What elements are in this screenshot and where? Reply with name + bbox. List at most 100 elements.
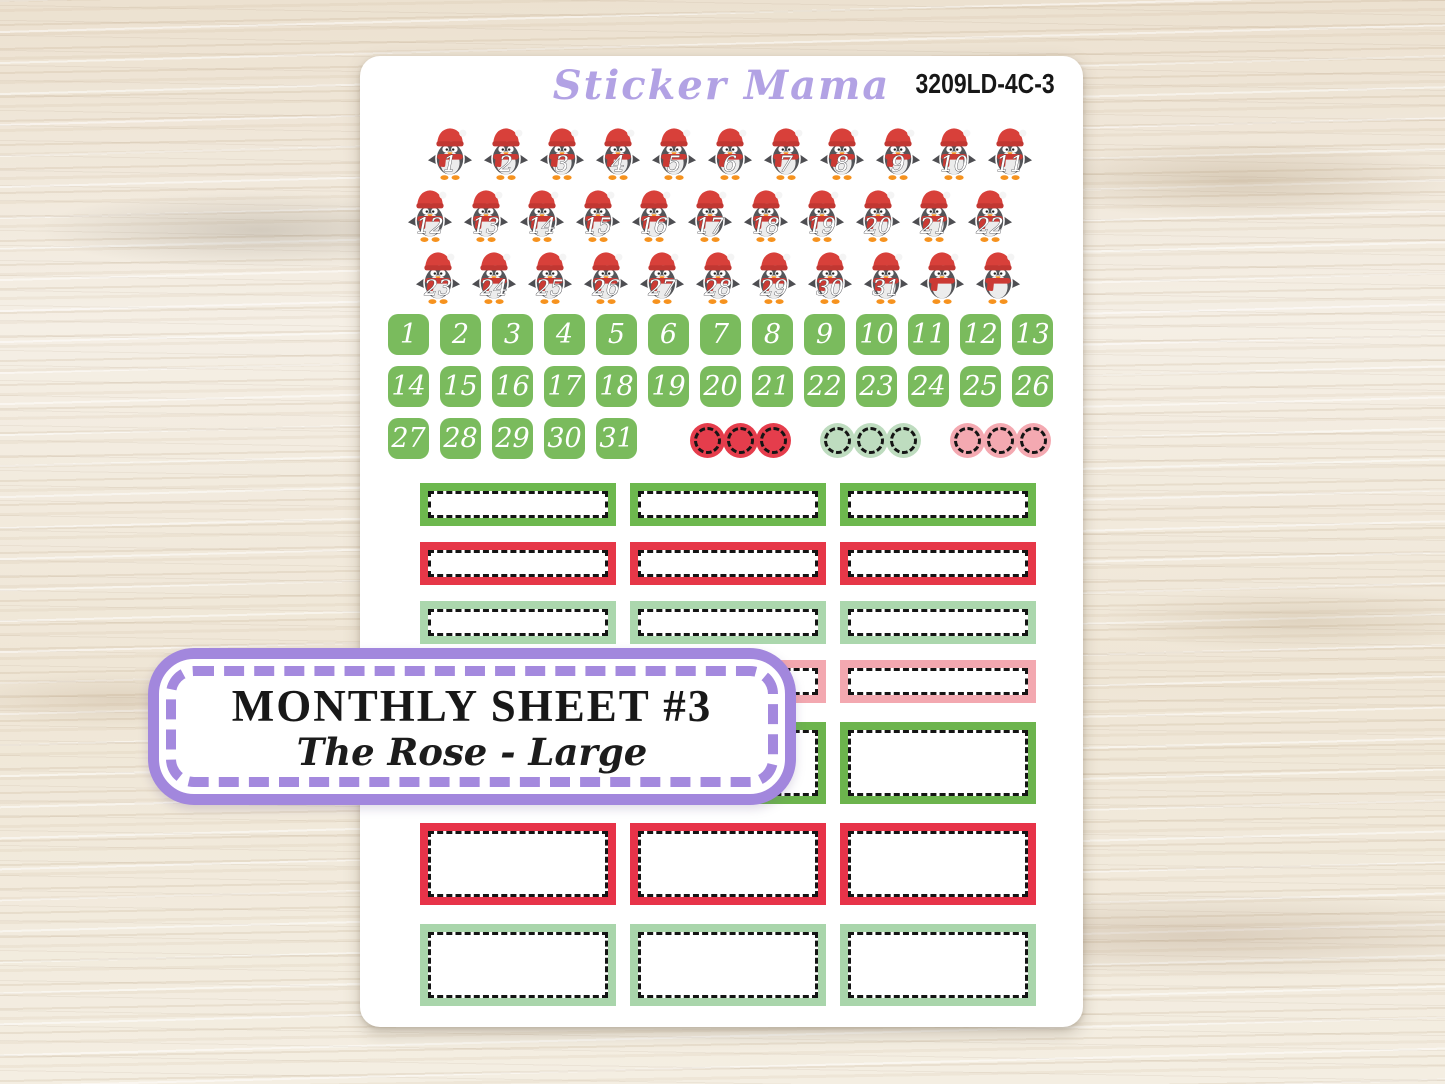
penguin-date-sticker-28: 28: [693, 248, 742, 308]
penguin-santa-hat-icon: 8: [817, 128, 866, 180]
dashed-box-outline: [848, 932, 1028, 998]
penguin-santa-hat-icon: 11: [985, 128, 1034, 180]
penguin-santa-hat-icon: 17: [685, 190, 734, 242]
penguin-date-sticker-30: 30: [805, 248, 854, 308]
dashed-circle-outline: [760, 427, 787, 454]
penguin-date-stickers: 1 2 3: [360, 124, 1083, 310]
date-square-25: 25: [960, 366, 1001, 407]
penguin-santa-hat-icon: 27: [637, 252, 686, 304]
quarter-box-row-green: [420, 483, 1036, 526]
quarter-box-sticker-mint: [420, 601, 616, 644]
svg-text:16: 16: [640, 214, 668, 239]
penguin-date-sticker-24: 24: [469, 248, 518, 308]
dashed-box-outline: [638, 491, 818, 518]
penguin-row-3: 23 24 25: [356, 248, 1079, 308]
date-square-5: 5: [596, 314, 637, 355]
dashed-box-outline: [848, 550, 1028, 577]
date-square-23: 23: [856, 366, 897, 407]
half-box-sticker-green: [840, 722, 1036, 804]
penguin-santa-hat-icon: 2: [481, 128, 530, 180]
dashed-circle-outline: [987, 427, 1014, 454]
date-square-1: 1: [388, 314, 429, 355]
dashed-circle-outline: [857, 427, 884, 454]
half-box-sticker-red: [840, 823, 1036, 905]
penguin-santa-hat-icon: 12: [405, 190, 454, 242]
svg-text:3: 3: [555, 152, 569, 177]
svg-text:6: 6: [723, 152, 737, 177]
date-square-20: 20: [700, 366, 741, 407]
dashed-box-outline: [638, 831, 818, 897]
date-square-8: 8: [752, 314, 793, 355]
dashed-box-outline: [848, 730, 1028, 796]
dot-stickers: [690, 423, 1051, 458]
half-box-sticker-red: [630, 823, 826, 905]
dashed-box-outline: [638, 932, 818, 998]
svg-text:8: 8: [835, 152, 849, 177]
dot-sticker-red: [723, 423, 758, 458]
dashed-circle-outline: [954, 427, 981, 454]
penguin-santa-hat-icon: 22: [965, 190, 1014, 242]
dot-sticker-group-mint: [820, 423, 921, 458]
date-square-row-2: 14 15 16 17 18 19 20 21 22 23 24 25 26: [388, 366, 1053, 407]
svg-text:11: 11: [996, 152, 1023, 177]
date-square-24: 24: [908, 366, 949, 407]
date-square-2: 2: [440, 314, 481, 355]
penguin-santa-hat-icon: 4: [593, 128, 642, 180]
dashed-box-outline: [428, 491, 608, 518]
date-square-30: 30: [544, 418, 585, 459]
svg-text:1: 1: [443, 152, 457, 177]
svg-text:29: 29: [759, 276, 788, 301]
penguin-date-sticker-21: 21: [909, 186, 958, 246]
date-square-10: 10: [856, 314, 897, 355]
dashed-circle-outline: [1020, 427, 1047, 454]
quarter-box-row-mint: [420, 601, 1036, 644]
penguin-date-sticker-19: 19: [797, 186, 846, 246]
svg-text:14: 14: [528, 214, 555, 239]
date-square-21: 21: [752, 366, 793, 407]
svg-text:12: 12: [416, 214, 443, 239]
svg-text:31: 31: [872, 276, 899, 301]
svg-text:30: 30: [816, 276, 844, 301]
quarter-box-sticker-green: [630, 483, 826, 526]
dot-sticker-red: [756, 423, 791, 458]
half-box-row-mint: [420, 924, 1036, 1006]
dot-sticker-mint: [820, 423, 855, 458]
penguin-santa-hat-icon: [917, 252, 966, 304]
quarter-box-sticker-pink: [840, 660, 1036, 703]
penguin-row-1: 1 2 3: [368, 124, 1091, 184]
svg-text:18: 18: [752, 214, 779, 239]
penguin-santa-hat-icon: 16: [629, 190, 678, 242]
dashed-box-outline: [428, 609, 608, 636]
quarter-box-sticker-red: [420, 542, 616, 585]
penguin-date-sticker-13: 13: [461, 186, 510, 246]
dot-sticker-group-pink: [950, 423, 1051, 458]
penguin-santa-hat-icon: 31: [861, 252, 910, 304]
penguin-date-sticker-5: 5: [649, 124, 698, 184]
penguin-santa-hat-icon: 30: [805, 252, 854, 304]
title-label-text: MONTHLY SHEET #3 The Rose - Large: [159, 659, 785, 794]
svg-text:25: 25: [535, 276, 563, 301]
penguin-date-sticker-29: 29: [749, 248, 798, 308]
quarter-box-stickers: [420, 483, 1036, 719]
date-square-16: 16: [492, 366, 533, 407]
title-label: MONTHLY SHEET #3 The Rose - Large: [148, 648, 796, 805]
penguin-date-sticker-14: 14: [517, 186, 566, 246]
product-code: 3209LD-4C-3: [915, 68, 1055, 99]
penguin-santa-hat-icon: 19: [797, 190, 846, 242]
penguin-santa-hat-icon: 1: [425, 128, 474, 180]
svg-text:19: 19: [808, 214, 836, 239]
date-square-27: 27: [388, 418, 429, 459]
dot-sticker-group-red: [690, 423, 791, 458]
penguin-santa-hat-icon: 28: [693, 252, 742, 304]
label-title: MONTHLY SHEET #3: [231, 680, 713, 731]
dashed-box-outline: [848, 491, 1028, 518]
dot-sticker-pink: [950, 423, 985, 458]
dot-sticker-pink: [1016, 423, 1051, 458]
penguin-santa-hat-icon: 9: [873, 128, 922, 180]
date-square-17: 17: [544, 366, 585, 407]
date-square-9: 9: [804, 314, 845, 355]
date-square-stickers: 1 2 3 4 5 6 7 8 9 10 11 12 13 14 15 16 17 18 19 20 21 22 23 24…: [388, 314, 1053, 470]
date-square-22: 22: [804, 366, 845, 407]
date-square-4: 4: [544, 314, 585, 355]
